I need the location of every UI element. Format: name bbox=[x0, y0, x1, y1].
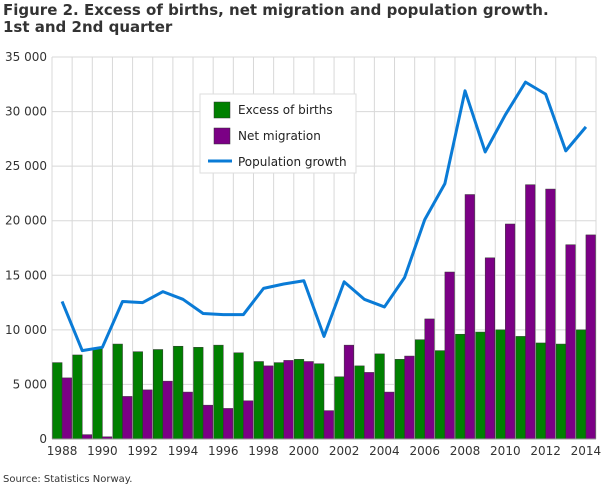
x-tick-label: 1996 bbox=[208, 444, 239, 458]
chart-title: Figure 2. Excess of births, net migratio… bbox=[3, 2, 549, 36]
bar-net-migration-1997 bbox=[243, 400, 254, 440]
x-tick-label: 2000 bbox=[289, 444, 320, 458]
bar-excess-of-births-1990 bbox=[92, 348, 103, 440]
bar-net-migration-1991 bbox=[122, 396, 133, 440]
x-tick-label: 1998 bbox=[248, 444, 279, 458]
bar-excess-of-births-1992 bbox=[132, 351, 143, 440]
bar-excess-of-births-2007 bbox=[435, 350, 446, 440]
legend-label: Net migration bbox=[238, 129, 321, 143]
bar-net-migration-2008 bbox=[464, 194, 475, 440]
bar-net-migration-2010 bbox=[505, 223, 516, 440]
y-tick-label: 20 000 bbox=[5, 214, 47, 228]
x-tick-label: 2004 bbox=[369, 444, 400, 458]
x-tick-label: 2014 bbox=[571, 444, 602, 458]
bar-excess-of-births-2014 bbox=[576, 329, 587, 440]
y-tick-label: 35 000 bbox=[5, 50, 47, 64]
bar-excess-of-births-2001 bbox=[314, 363, 325, 440]
bar-net-migration-2003 bbox=[364, 372, 375, 440]
x-tick-label: 1992 bbox=[127, 444, 158, 458]
x-tick-label: 2006 bbox=[409, 444, 440, 458]
bar-excess-of-births-1995 bbox=[193, 347, 204, 440]
bar-net-migration-2009 bbox=[484, 257, 496, 440]
y-tick-label: 30 000 bbox=[5, 105, 47, 119]
bar-net-migration-2006 bbox=[424, 318, 435, 440]
bar-excess-of-births-2009 bbox=[475, 331, 486, 440]
bar-excess-of-births-2011 bbox=[515, 336, 526, 440]
bar-excess-of-births-1988 bbox=[52, 362, 63, 440]
bar-excess-of-births-2004 bbox=[374, 353, 385, 440]
y-tick-label: 10 000 bbox=[5, 323, 47, 337]
bar-net-migration-1996 bbox=[223, 408, 234, 440]
legend-label: Excess of births bbox=[238, 103, 333, 117]
bar-net-migration-2011 bbox=[525, 184, 536, 440]
bar-excess-of-births-1996 bbox=[213, 344, 224, 440]
title-line-2: 1st and 2nd quarter bbox=[3, 18, 173, 36]
legend: Excess of births Net migration Population … bbox=[199, 93, 357, 174]
bar-excess-of-births-2003 bbox=[354, 365, 365, 440]
x-tick-label: 1988 bbox=[47, 444, 78, 458]
bar-net-migration-1993 bbox=[162, 380, 173, 440]
bar-excess-of-births-1994 bbox=[173, 345, 184, 440]
x-tick-label: 1994 bbox=[168, 444, 199, 458]
bar-net-migration-2002 bbox=[343, 344, 354, 440]
bar-excess-of-births-2002 bbox=[334, 376, 345, 440]
bar-excess-of-births-1993 bbox=[152, 349, 164, 440]
bar-excess-of-births-1999 bbox=[273, 362, 284, 440]
bar-net-migration-2000 bbox=[303, 361, 314, 440]
x-tick-label: 2002 bbox=[329, 444, 360, 458]
bar-excess-of-births-1989 bbox=[72, 354, 83, 440]
x-tick-label: 2010 bbox=[490, 444, 521, 458]
bar-excess-of-births-2000 bbox=[294, 359, 305, 440]
bar-net-migration-1998 bbox=[263, 365, 274, 440]
line-population-growth bbox=[60, 80, 588, 353]
bar-net-migration-2013 bbox=[565, 244, 576, 440]
x-tick-label: 1990 bbox=[87, 444, 118, 458]
bar-net-migration-1999 bbox=[283, 360, 294, 440]
x-tick-label: 2012 bbox=[530, 444, 561, 458]
bar-excess-of-births-2012 bbox=[535, 342, 546, 440]
bar-net-migration-2014 bbox=[585, 234, 596, 440]
y-tick-label: 0 bbox=[39, 432, 47, 446]
y-tick-label: 5 000 bbox=[13, 377, 47, 391]
y-tick-label: 15 000 bbox=[5, 268, 47, 282]
bar-net-migration-1988 bbox=[61, 377, 72, 440]
legend-swatch-0 bbox=[213, 101, 231, 119]
bar-net-migration-1992 bbox=[142, 389, 153, 440]
legend-swatch-1 bbox=[213, 127, 231, 145]
bar-net-migration-1989 bbox=[81, 434, 93, 440]
bar-excess-of-births-2010 bbox=[495, 329, 506, 440]
title-line-1: Figure 2. Excess of births, net migratio… bbox=[3, 1, 549, 19]
bar-excess-of-births-1997 bbox=[233, 352, 244, 440]
bar-net-migration-2005 bbox=[404, 355, 415, 440]
bar-net-migration-2012 bbox=[545, 188, 556, 440]
bar-excess-of-births-2013 bbox=[555, 343, 567, 440]
bar-net-migration-2001 bbox=[323, 410, 334, 440]
x-tick-label: 2008 bbox=[450, 444, 481, 458]
bar-net-migration-1994 bbox=[182, 391, 193, 440]
source-note: Source: Statistics Norway. bbox=[3, 474, 133, 485]
bar-net-migration-2004 bbox=[384, 391, 395, 440]
legend-label: Population growth bbox=[238, 155, 347, 169]
bar-net-migration-2007 bbox=[444, 271, 455, 440]
bar-excess-of-births-2005 bbox=[394, 359, 405, 440]
bar-excess-of-births-1998 bbox=[253, 361, 264, 440]
bar-excess-of-births-2006 bbox=[414, 339, 425, 440]
bar-excess-of-births-2008 bbox=[455, 333, 466, 440]
y-tick-label: 25 000 bbox=[5, 159, 47, 173]
bar-net-migration-1995 bbox=[202, 404, 213, 440]
bar-excess-of-births-1991 bbox=[112, 343, 123, 440]
